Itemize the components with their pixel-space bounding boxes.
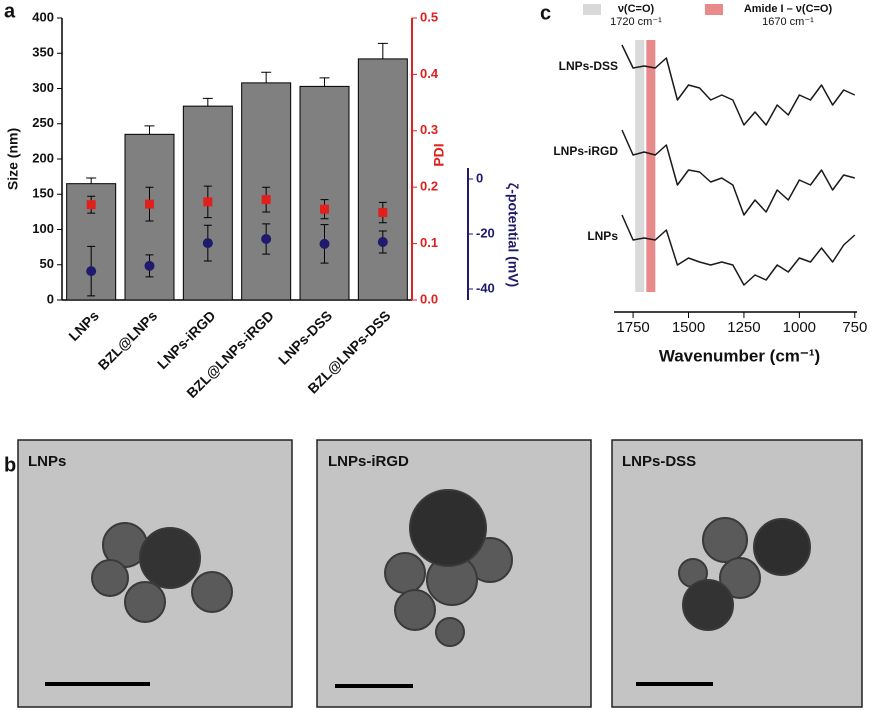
tem-image: LNPs bbox=[17, 439, 293, 708]
series-label: LNPs-iRGD bbox=[553, 144, 618, 158]
band-label: ν(C=O) bbox=[618, 3, 655, 15]
spectrum-line bbox=[621, 129, 855, 216]
y-tick-label: 50 bbox=[40, 256, 54, 271]
y2-tick-label: 0.1 bbox=[420, 235, 438, 250]
marker bbox=[86, 266, 97, 277]
y2-tick-label: 0.2 bbox=[420, 179, 438, 194]
y2-tick-label: 0.0 bbox=[420, 291, 438, 306]
y-tick-label: 400 bbox=[32, 9, 54, 24]
y-tick-label: 150 bbox=[32, 186, 54, 201]
y-tick-label: 300 bbox=[32, 80, 54, 95]
band-swatch bbox=[583, 4, 601, 15]
band-swatch bbox=[705, 4, 723, 15]
marker bbox=[144, 260, 155, 271]
y-tick-label: 250 bbox=[32, 115, 54, 130]
marker bbox=[145, 199, 154, 209]
x-tick-label: LNPs bbox=[65, 307, 102, 344]
tem-label: LNPs bbox=[28, 453, 66, 470]
x-tick-label: 1500 bbox=[672, 319, 705, 336]
error-bar bbox=[377, 42, 388, 59]
x-tick-label: BZL@LNPs bbox=[95, 307, 161, 373]
panel-label: a bbox=[4, 0, 16, 22]
bar bbox=[357, 58, 408, 301]
y2-tick-label: 0.3 bbox=[420, 122, 438, 137]
x-tick-label: LNPs-DSS bbox=[275, 307, 335, 367]
marker bbox=[377, 236, 388, 247]
y3-tick-label: -40 bbox=[476, 280, 495, 295]
marker bbox=[203, 197, 213, 207]
error-bar bbox=[144, 125, 155, 135]
band-sublabel: 1670 cm⁻¹ bbox=[762, 16, 814, 28]
spectrum-line bbox=[621, 214, 856, 286]
panel-label: b bbox=[4, 454, 16, 476]
marker bbox=[86, 200, 96, 210]
y-tick-label: 200 bbox=[32, 150, 54, 165]
band bbox=[646, 40, 656, 292]
tem-image: LNPs-DSS bbox=[611, 439, 863, 708]
tem-image: LNPs-iRGD bbox=[316, 439, 592, 708]
y3-axis-label: ζ-potential (mV) bbox=[505, 183, 521, 287]
error-bar bbox=[202, 97, 213, 107]
marker bbox=[261, 195, 271, 205]
spectrum-line bbox=[621, 44, 856, 126]
y-tick-label: 0 bbox=[47, 291, 54, 306]
band-label: Amide I – ν(C=O) bbox=[744, 3, 833, 15]
x-tick-label: 750 bbox=[842, 319, 867, 336]
error-bar bbox=[86, 177, 97, 184]
marker bbox=[319, 238, 330, 249]
y3-tick-label: -20 bbox=[476, 225, 495, 240]
marker bbox=[261, 233, 272, 244]
y2-tick-label: 0.5 bbox=[420, 9, 438, 24]
tem-label: LNPs-iRGD bbox=[328, 453, 409, 470]
band-sublabel: 1720 cm⁻¹ bbox=[610, 16, 662, 28]
x-tick-label: 1750 bbox=[616, 319, 649, 336]
x-axis-label: Wavenumber (cm⁻¹) bbox=[659, 346, 820, 365]
x-tick-label: LNPs-iRGD bbox=[154, 307, 219, 372]
y-axis-label: Size (nm) bbox=[5, 128, 21, 190]
band bbox=[635, 40, 645, 292]
marker bbox=[320, 204, 329, 214]
marker bbox=[202, 238, 213, 249]
y3-tick-label: 0 bbox=[476, 170, 483, 185]
error-bar bbox=[319, 77, 330, 87]
error-bar bbox=[261, 71, 272, 83]
y2-tick-label: 0.4 bbox=[420, 66, 439, 81]
y-tick-label: 350 bbox=[32, 45, 54, 60]
bar bbox=[299, 85, 350, 301]
y-tick-label: 100 bbox=[32, 221, 54, 236]
series-label: LNPs bbox=[587, 229, 618, 243]
marker bbox=[378, 208, 388, 218]
panel-label: c bbox=[540, 2, 551, 24]
tem-label: LNPs-DSS bbox=[622, 453, 696, 470]
y2-axis-label: PDI bbox=[431, 143, 447, 166]
x-tick-label: 1250 bbox=[727, 319, 760, 336]
x-tick-label: 1000 bbox=[783, 319, 816, 336]
series-label: LNPs-DSS bbox=[559, 59, 618, 73]
